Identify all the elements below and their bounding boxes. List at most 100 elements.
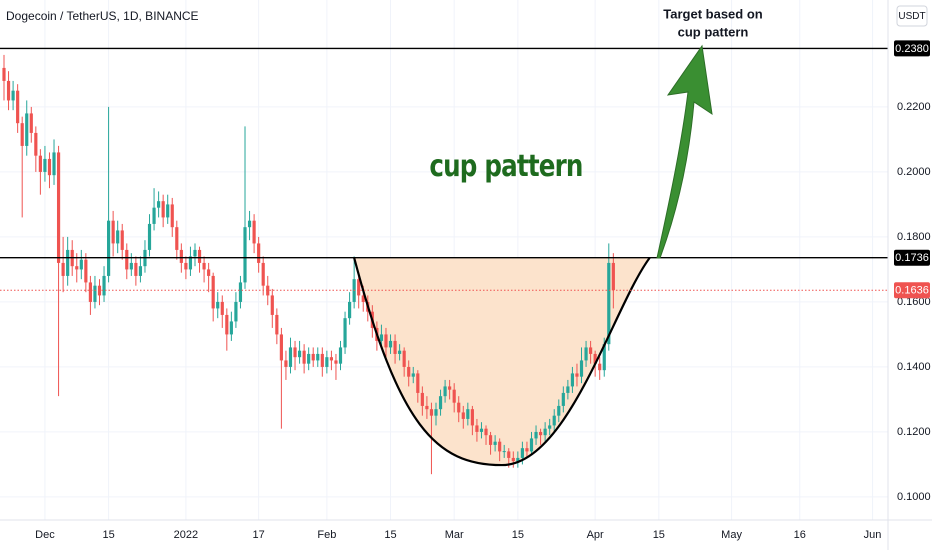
candle-body <box>234 301 238 322</box>
candle-body <box>448 386 452 390</box>
candle-body <box>34 132 38 156</box>
candle-body <box>279 334 283 361</box>
candle-body <box>11 90 15 101</box>
candle-body <box>184 262 188 270</box>
candle-body <box>543 428 547 436</box>
candle-body <box>589 347 593 354</box>
candle-body <box>466 409 470 419</box>
candle-body <box>102 275 106 296</box>
cup-fill <box>354 257 650 466</box>
candle-body <box>493 441 497 445</box>
candle-body <box>507 451 511 458</box>
candle-body <box>138 266 143 276</box>
candle-body <box>270 295 274 315</box>
candle-body <box>452 389 456 403</box>
candle-body <box>297 350 302 358</box>
candle-body <box>548 425 552 429</box>
x-tick-label: Feb <box>317 529 336 541</box>
candle-body <box>593 353 597 364</box>
candle-body <box>343 318 347 348</box>
candle-body <box>120 230 124 250</box>
candle-body <box>229 321 233 335</box>
candle-body <box>511 457 515 462</box>
candle-body <box>75 266 79 270</box>
candle-body <box>61 262 65 276</box>
currency-box <box>896 5 928 27</box>
candle-body <box>38 155 42 172</box>
candle-body <box>607 262 611 345</box>
candle-body <box>329 357 333 361</box>
candle-body <box>598 363 602 371</box>
price-label: 0.1736 <box>895 252 929 264</box>
candle-body <box>288 347 293 367</box>
candle-body <box>388 340 393 348</box>
x-tick-label: 15 <box>512 529 524 541</box>
chart-title: Dogecoin / TetherUS, 1D, BINANCE <box>6 9 199 23</box>
candle-body <box>534 431 538 439</box>
candle-body <box>93 285 97 302</box>
plot-area <box>0 0 888 520</box>
candle-body <box>434 409 438 416</box>
candle-body <box>402 350 406 367</box>
candle-body <box>29 113 33 133</box>
candle-body <box>316 353 320 361</box>
candle-body <box>275 314 279 335</box>
candle-body <box>520 448 524 458</box>
candle-body <box>266 285 270 296</box>
candle-body <box>498 441 502 452</box>
x-tick-label: May <box>721 529 742 541</box>
candle-body <box>197 249 202 263</box>
candle-body <box>348 301 352 319</box>
pattern-label: cup pattern <box>429 150 582 184</box>
candle-body <box>2 67 6 81</box>
candle-body <box>384 334 388 348</box>
candle-body <box>129 262 133 270</box>
y-tick-label: 0.1000 <box>897 491 931 503</box>
candle-body <box>257 243 261 263</box>
x-tick-label: Jun <box>864 529 882 541</box>
cup-curve <box>353 257 651 467</box>
candle-body <box>79 259 83 270</box>
candle-body <box>238 282 243 302</box>
candle-body <box>411 373 415 377</box>
candle-body <box>470 409 474 426</box>
candle-body <box>188 256 193 270</box>
candle-body <box>252 220 256 244</box>
candle-body <box>116 230 120 244</box>
candle-body <box>398 350 402 354</box>
y-tick-label: 0.1200 <box>897 426 931 438</box>
candle-body <box>461 412 465 419</box>
x-tick-label: 15 <box>102 529 114 541</box>
candle-body <box>475 425 479 432</box>
candle-body <box>225 314 229 335</box>
candle-body <box>170 204 174 228</box>
candle-body <box>575 373 579 377</box>
candle-body <box>429 409 434 416</box>
target-label: cup pattern <box>678 24 749 39</box>
candle-body <box>84 259 88 283</box>
candle-body <box>47 158 52 176</box>
candle-body <box>202 262 206 270</box>
candle-body <box>25 113 29 146</box>
candle-body <box>152 207 156 224</box>
y-tick-label: 0.2000 <box>897 166 931 178</box>
candle-body <box>438 396 443 410</box>
price-label: 0.1636 <box>895 285 929 297</box>
candle-body <box>361 295 365 302</box>
candle-body <box>56 152 61 263</box>
x-tick-label: Dec <box>35 529 55 541</box>
x-tick-label: 15 <box>384 529 396 541</box>
candle-body <box>334 360 338 364</box>
candle-body <box>320 353 324 367</box>
candle-body <box>338 347 343 364</box>
candle-body <box>207 269 211 276</box>
candle-body <box>134 262 138 276</box>
candle-body <box>157 201 161 208</box>
y-tick-label: 0.1600 <box>897 296 931 308</box>
candle-body <box>243 227 247 283</box>
candle-body <box>561 392 565 406</box>
x-tick-label: 16 <box>794 529 806 541</box>
candle-body <box>357 279 361 296</box>
price-label-box <box>894 40 930 57</box>
